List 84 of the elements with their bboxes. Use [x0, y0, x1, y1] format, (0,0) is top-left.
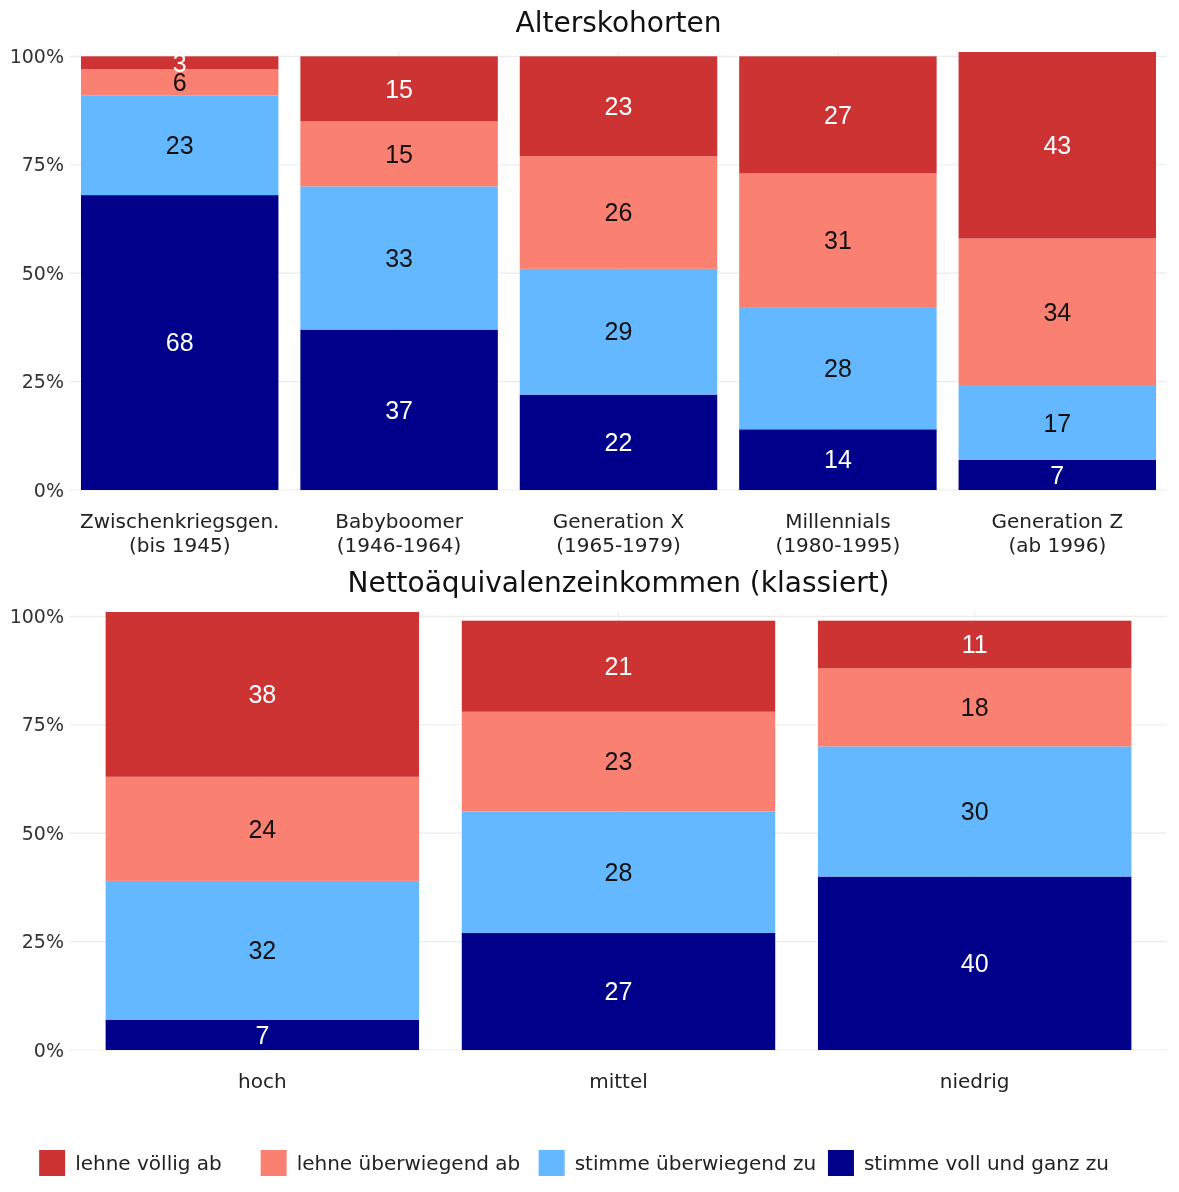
data-label: 17	[1043, 408, 1072, 437]
y-tick-label: 25%	[21, 370, 64, 393]
y-tick-label: 100%	[9, 604, 64, 627]
data-label: 22	[604, 428, 633, 457]
data-label: 26	[604, 198, 633, 227]
data-label: 23	[604, 747, 633, 776]
legend-label: stimme überwiegend zu	[574, 1151, 817, 1175]
bar	[817, 620, 1132, 669]
bar	[817, 746, 1132, 877]
x-tick-label: Millennials (1980-1995)	[775, 509, 901, 557]
bar	[461, 811, 776, 933]
bar	[105, 612, 420, 777]
data-label: 21	[604, 651, 633, 680]
x-tick-label: niedrig	[939, 1069, 1010, 1093]
bar	[958, 459, 1157, 490]
y-tick-label: 75%	[21, 713, 64, 736]
bar	[300, 56, 498, 122]
data-label: 23	[604, 91, 633, 120]
data-label: 29	[604, 317, 633, 346]
bar	[461, 711, 776, 812]
bar	[817, 876, 1132, 1050]
data-label: 33	[385, 243, 414, 272]
bar	[80, 195, 279, 490]
x-tick-label: Generation X (1965-1979)	[552, 509, 685, 557]
data-label: 18	[960, 693, 989, 722]
data-label: 14	[823, 445, 852, 474]
y-tick-label: 0%	[33, 1038, 64, 1061]
bar	[300, 121, 498, 187]
data-label: 32	[248, 936, 277, 965]
bar	[461, 932, 776, 1050]
data-label: 28	[604, 857, 633, 886]
x-tick-label: Generation Z (ab 1996)	[991, 509, 1124, 557]
data-label: 28	[823, 354, 852, 383]
data-label: 15	[385, 139, 414, 168]
y-tick-label: 50%	[21, 261, 64, 284]
bar	[105, 776, 420, 881]
data-label: 31	[823, 226, 852, 255]
x-tick-label: hoch	[238, 1069, 287, 1093]
data-label: 15	[385, 74, 414, 103]
bar	[461, 620, 776, 712]
bar	[739, 173, 937, 308]
y-tick-label: 50%	[21, 821, 64, 844]
legend-label: lehne völlig ab	[75, 1151, 222, 1175]
data-label: 37	[385, 395, 414, 424]
bar	[958, 385, 1157, 460]
y-tick-label: 25%	[21, 930, 64, 953]
data-label: 7	[255, 1020, 270, 1049]
x-tick-label: mittel	[589, 1069, 648, 1093]
legend-label: stimme voll und ganz zu	[863, 1151, 1110, 1175]
bar	[300, 329, 498, 490]
bar	[105, 1019, 420, 1050]
chart-title: Nettoäquivalenzeinkommen (klassiert)	[347, 566, 890, 599]
bar	[958, 238, 1157, 386]
legend-label: lehne überwiegend ab	[296, 1151, 521, 1175]
bar	[739, 307, 937, 430]
y-tick-label: 0%	[33, 478, 64, 501]
bar	[958, 52, 1157, 239]
data-label: 27	[823, 100, 852, 129]
data-label: 30	[960, 797, 989, 826]
bar	[519, 268, 718, 395]
y-tick-label: 75%	[21, 153, 64, 176]
data-label: 27	[604, 977, 633, 1006]
data-label: 40	[960, 949, 989, 978]
data-label: 7	[1050, 460, 1065, 489]
data-label: 23	[165, 130, 194, 159]
bar	[80, 95, 279, 196]
bar	[519, 394, 718, 490]
x-tick-label: Babyboomer (1946-1964)	[335, 509, 464, 557]
chart-title: Alterskohorten	[515, 6, 722, 39]
data-label: 11	[961, 630, 988, 659]
x-tick-label: Zwischenkriegsgen. (bis 1945)	[79, 509, 280, 557]
bar	[739, 56, 937, 174]
data-label: 24	[248, 814, 277, 843]
bar	[739, 429, 937, 490]
data-label: 43	[1043, 130, 1072, 159]
bar	[817, 668, 1132, 747]
bar	[519, 56, 718, 157]
data-label: 68	[165, 328, 194, 357]
data-label: 34	[1043, 297, 1072, 326]
bar	[105, 880, 420, 1020]
y-tick-label: 100%	[9, 44, 64, 67]
bar	[519, 156, 718, 269]
bar	[300, 186, 498, 330]
data-label: 38	[248, 680, 277, 709]
